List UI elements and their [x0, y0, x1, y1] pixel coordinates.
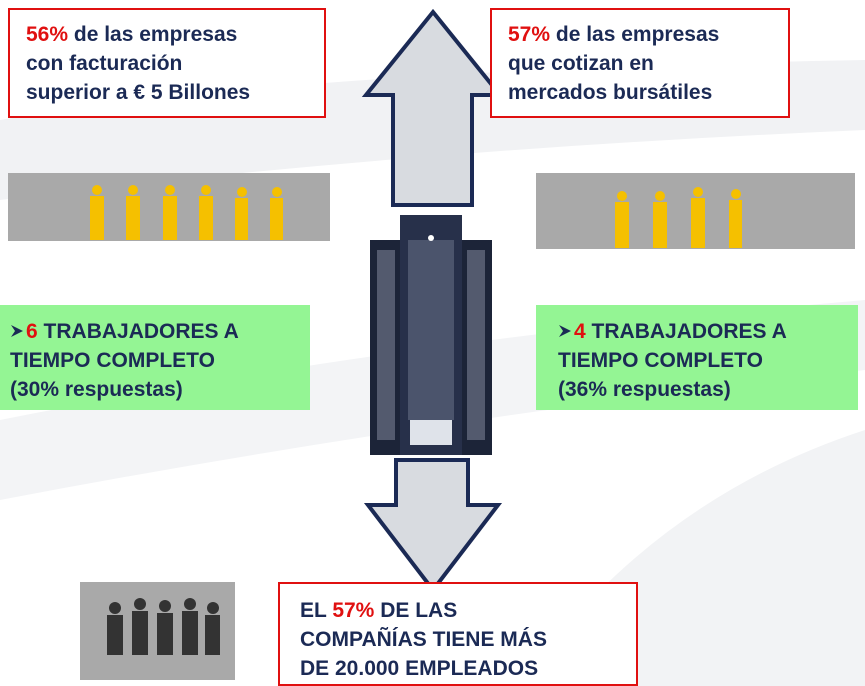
text-line: 56% de las empresas [26, 20, 324, 49]
building [370, 215, 492, 455]
down-arrow [363, 458, 503, 594]
text-line: 4 TRABAJADORES A [558, 317, 858, 346]
text-line: TIEMPO COMPLETO [558, 349, 763, 372]
text: TRABAJADORES A [591, 320, 787, 343]
text-line: 57% de las empresas [508, 20, 788, 49]
highlight: 57% [332, 599, 375, 622]
highlight: 57% [508, 23, 551, 46]
text: TRABAJADORES A [43, 320, 239, 343]
text-line: COMPAÑÍAS TIENE MÁS [300, 628, 547, 651]
text-line: EL 57% DE LAS [300, 596, 636, 625]
highlight: 6 [26, 320, 38, 343]
stat-box: 57% de las empresas que cotizan en merca… [490, 8, 790, 118]
highlight: 56% [26, 23, 69, 46]
text: de las empresas [555, 23, 720, 46]
text-line: con facturación [26, 52, 183, 75]
stat-box: 56% de las empresas con facturación supe… [8, 8, 326, 118]
stat-box: EL 57% DE LAS COMPAÑÍAS TIENE MÁS DE 20.… [278, 582, 638, 686]
text: DE LAS [380, 599, 458, 622]
text-line: superior a € 5 Billones [26, 81, 251, 104]
text-line: TIEMPO COMPLETO [10, 349, 215, 372]
highlight: 4 [574, 320, 586, 343]
bullet [11, 325, 23, 337]
stat-box: 4 TRABAJADORES A TIEMPO COMPLETO (36% re… [536, 305, 858, 410]
bullet [559, 325, 571, 337]
text-line: 6 TRABAJADORES A [10, 317, 310, 346]
people-left [90, 185, 283, 240]
text-line: que cotizan en [508, 52, 654, 75]
text-line: (30% respuestas) [10, 378, 183, 401]
text: EL [300, 599, 327, 622]
people-right [615, 187, 742, 248]
stat-box: 6 TRABAJADORES A TIEMPO COMPLETO (30% re… [0, 305, 310, 410]
people-crowd [107, 598, 220, 655]
text-line: (36% respuestas) [558, 378, 731, 401]
text: de las empresas [73, 23, 238, 46]
text-line: mercados bursátiles [508, 81, 713, 104]
text-line: DE 20.000 EMPLEADOS [300, 657, 539, 680]
